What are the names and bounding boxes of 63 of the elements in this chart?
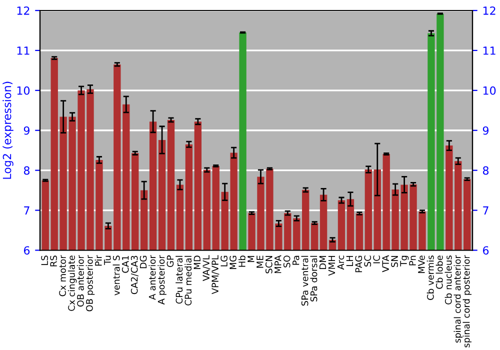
x-tick-label: OB posterior: [86, 255, 95, 312]
y-tick-label: 7: [24, 206, 30, 215]
x-tick-label: LS: [41, 256, 48, 265]
x-tick-label: ME: [256, 256, 264, 268]
x-tick-label: MG: [230, 256, 236, 270]
x-tick-label: Cx motor: [59, 255, 66, 296]
x-tick-label: spinal cord anterior: [454, 255, 463, 343]
y-tick-label: 8: [24, 166, 30, 175]
x-tick-label: MD: [194, 256, 200, 269]
x-tick-label: SN: [391, 256, 398, 267]
x-tick-label: IC: [373, 256, 380, 264]
y2-tick-label: 9: [482, 126, 489, 135]
x-tick-label: DG: [140, 256, 147, 268]
x-tick-label: SC: [364, 256, 372, 267]
x-tick-label: OB anterior: [76, 255, 84, 307]
x-tick-label: MVe: [418, 256, 425, 274]
x-tick-label: M: [248, 256, 254, 262]
x-tick-label: MPA: [274, 255, 282, 274]
x-tick-label: Pa: [292, 256, 300, 265]
y2-tick-label: 11: [483, 46, 496, 55]
x-tick-label: RS: [50, 256, 57, 266]
x-tick-label: Pn: [409, 256, 416, 266]
x-tick-label: Cb vermis: [426, 256, 434, 300]
y2-tick-label: 10: [483, 86, 496, 95]
y-tick-label: 10: [17, 86, 30, 95]
x-tick-label: Cb lobe: [436, 256, 443, 289]
x-tick-label: A anterior: [148, 255, 156, 300]
x-tick-label: Cb nucleus: [444, 256, 452, 304]
x-tick-label: Tu: [104, 256, 111, 266]
x-tick-label: A posterior: [158, 255, 166, 305]
x-tick-label: DM: [319, 256, 326, 269]
x-tick-label: ventral S: [112, 256, 120, 296]
x-tick-label: PAG: [355, 256, 362, 272]
y2-tick-label: 6: [483, 246, 489, 255]
x-tick-label: CA1: [122, 256, 129, 273]
x-tick-label: SPa ventral: [301, 256, 308, 306]
x-tick-label: CA2/CA3: [130, 256, 138, 294]
y-tick-label: 6: [24, 246, 30, 255]
x-tick-label: SCN: [266, 256, 272, 274]
y2-tick-label: 8: [482, 166, 489, 175]
y2-tick-label: 7: [483, 206, 488, 215]
x-tick-label: SPa dorsal: [310, 256, 318, 302]
x-tick-label: LG: [220, 256, 228, 266]
x-tick-label: Cx cingulate: [68, 256, 77, 311]
x-tick-label: spinal cord posterior: [462, 255, 472, 348]
x-tick-label: CPu medial: [184, 256, 192, 306]
y-tick-label: 11: [17, 46, 30, 55]
x-tick-label: Arc: [337, 256, 344, 270]
x-tick-label: VPM/VPL: [212, 255, 220, 294]
x-tick-label: LH: [346, 256, 353, 266]
x-tick-label: Hb: [238, 256, 246, 267]
y-tick-label: 9: [24, 126, 30, 135]
y-tick-label: 12: [17, 6, 30, 15]
x-tick-label: GP: [166, 255, 174, 268]
x-tick-label: SO: [283, 256, 290, 268]
x-tick-label: CPu lateral: [176, 256, 183, 304]
x-tick-label: Pir: [94, 255, 102, 266]
x-tick-label: VA/VL: [202, 255, 210, 282]
x-tick-label: VTA: [382, 255, 389, 272]
y-axis-title: Log2 (expression): [2, 82, 14, 179]
x-tick-label: VMH: [328, 256, 336, 276]
y2-tick-label: 12: [483, 6, 496, 15]
x-tick-label: Tg: [400, 256, 409, 266]
